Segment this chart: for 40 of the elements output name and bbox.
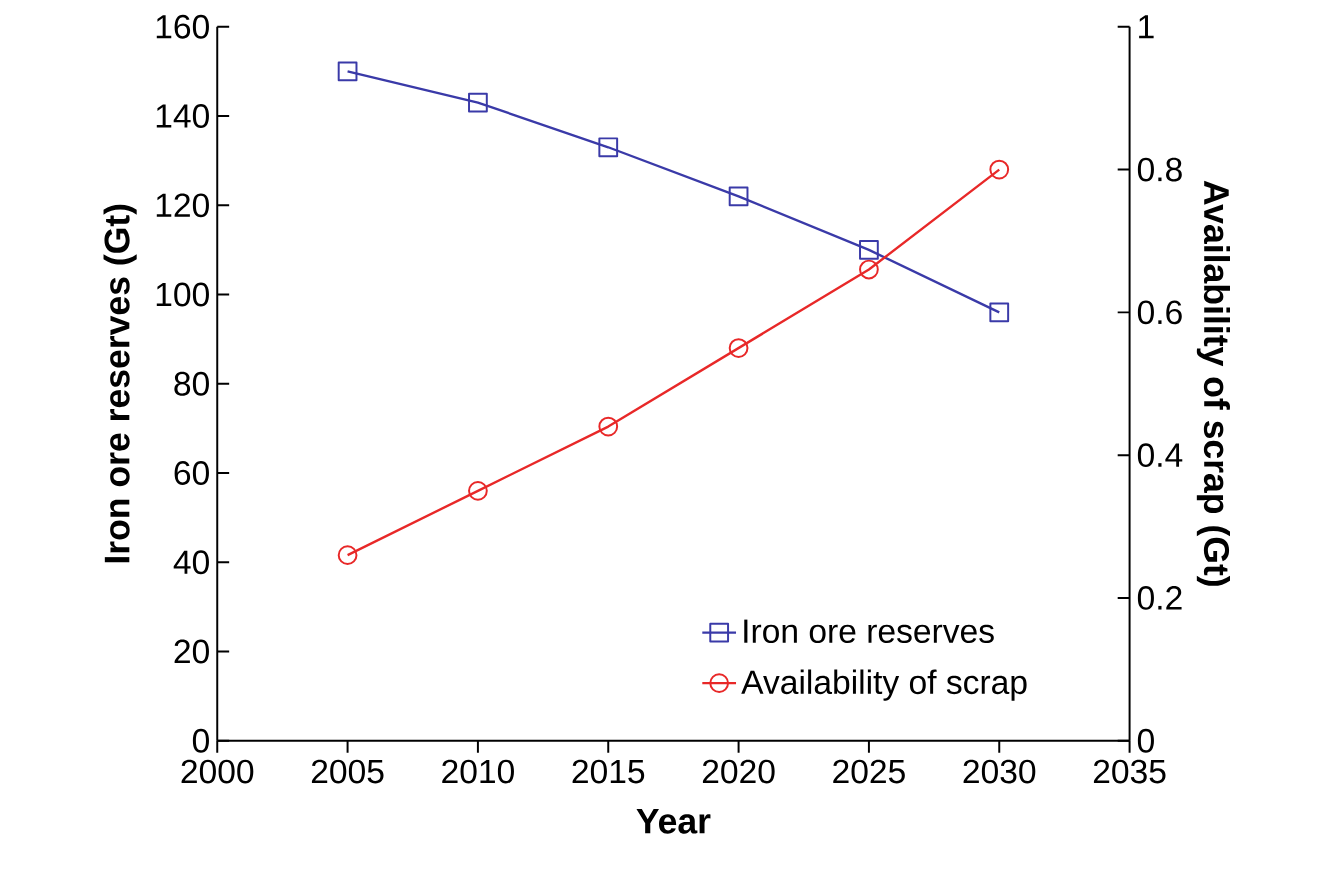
y-tick-label: 100 xyxy=(156,282,209,307)
y-tick-label: 60 xyxy=(174,460,209,485)
point xyxy=(859,259,879,280)
point xyxy=(337,545,358,565)
y-tick-label: 120 xyxy=(156,193,209,217)
x-tick-label: 2020 xyxy=(702,759,775,784)
y2-tick-label: 0.8 xyxy=(1137,157,1182,182)
x-tick-label: 2030 xyxy=(963,759,1036,784)
point xyxy=(598,416,619,437)
y2-tick-label: 0.4 xyxy=(1137,443,1183,467)
x-tick-label: 2010 xyxy=(442,759,514,784)
y2-tick-label: 0 xyxy=(1137,728,1154,753)
y2-axis-title: Availability of scrap (Gt) xyxy=(1196,180,1230,586)
y2-tick-label: 0.2 xyxy=(1137,585,1182,610)
point xyxy=(728,337,749,358)
y2-tick-label: 0.6 xyxy=(1137,300,1182,325)
point xyxy=(989,159,1010,180)
point xyxy=(989,302,1010,323)
x-tick-label: 2015 xyxy=(572,759,645,784)
y-tick-label: 80 xyxy=(174,371,209,396)
point xyxy=(728,186,749,206)
y-tick-label: 20 xyxy=(174,639,209,664)
point xyxy=(598,137,619,157)
y2-tick-label: 1 xyxy=(1139,14,1154,39)
legend-label: Iron ore reserves xyxy=(744,619,994,643)
x-tick-label: 2035 xyxy=(1093,759,1166,784)
y-tick-label: 0 xyxy=(192,728,209,753)
x-axis-title: Year xyxy=(636,808,711,834)
x-tick-label: 2025 xyxy=(833,759,905,784)
y-axis-title: Iron ore reserves (Gt) xyxy=(103,204,137,563)
point xyxy=(859,239,879,260)
legend-label: Availability of scrap xyxy=(741,669,1027,701)
x-tick-label: 2005 xyxy=(311,759,384,784)
x-tick-label: 2000 xyxy=(181,759,254,784)
point xyxy=(468,92,488,113)
y-tick-label: 160 xyxy=(156,14,209,39)
y-tick-label: 140 xyxy=(156,103,209,128)
y-tick-label: 40 xyxy=(173,550,209,574)
point xyxy=(468,480,488,501)
point xyxy=(337,61,358,82)
